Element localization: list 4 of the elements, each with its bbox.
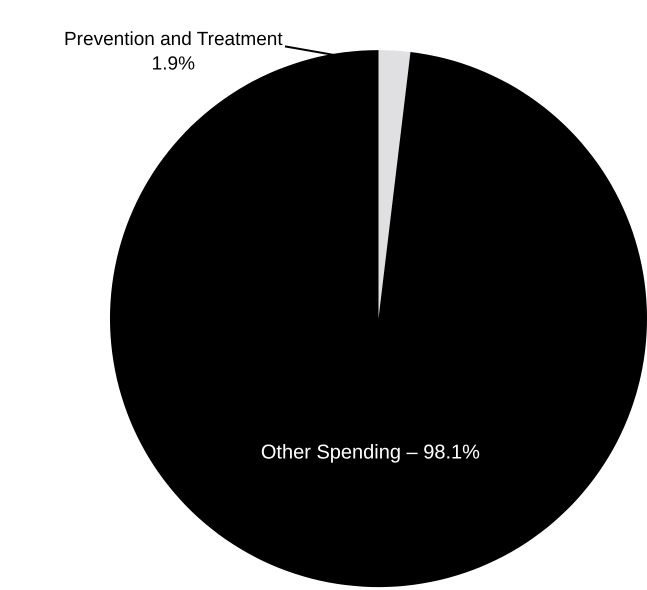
slice-label: Prevention and Treatment [64,29,284,50]
data-label: 1.9% [152,54,196,75]
pie-slice [378,50,410,319]
slice-label: Other Spending – 98.1% [260,442,480,464]
